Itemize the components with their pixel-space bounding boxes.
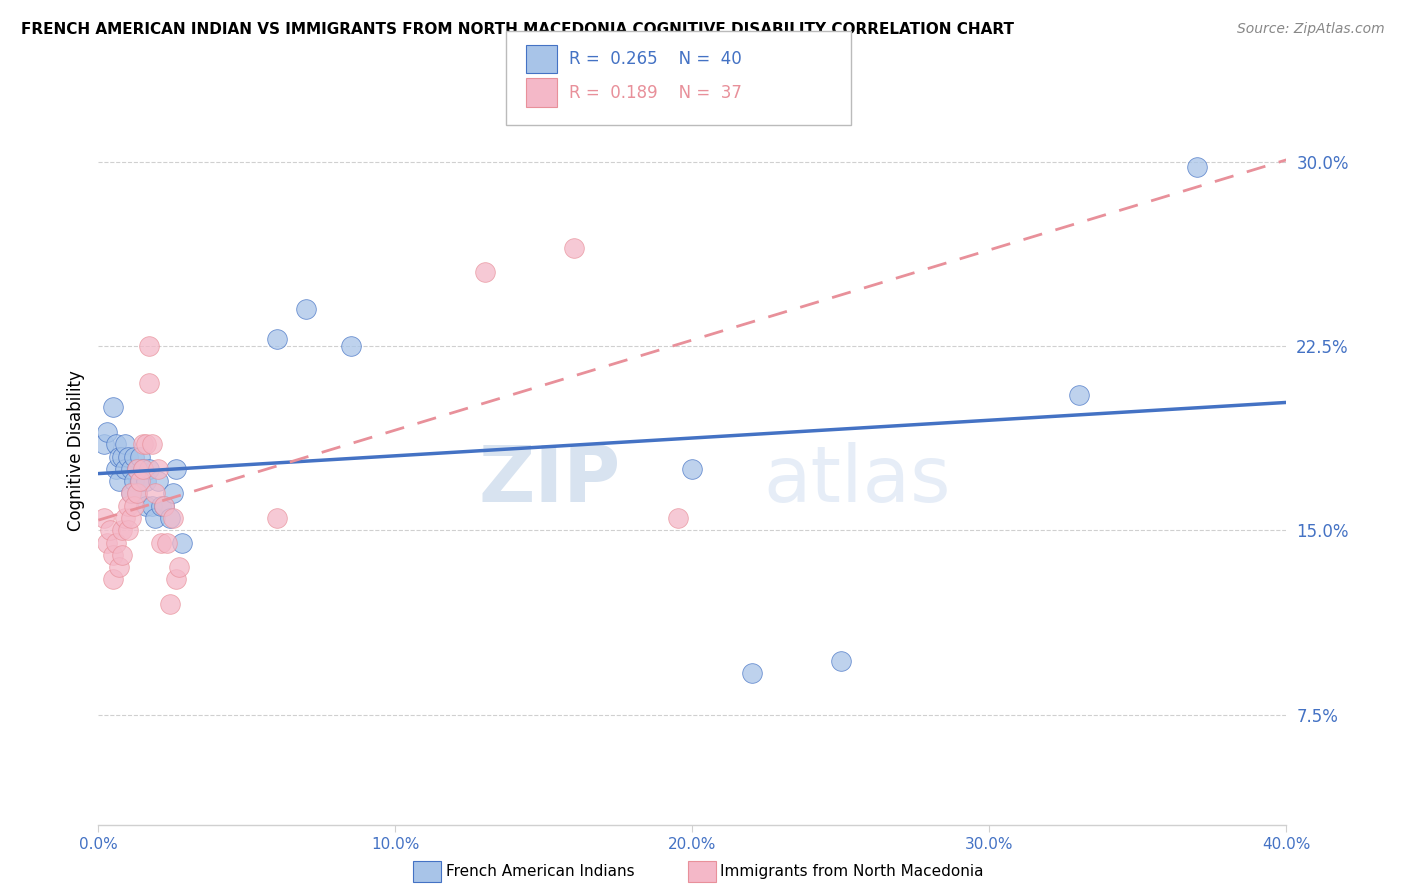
Point	[1067, 388, 1090, 402]
Point	[266, 332, 288, 346]
Point	[103, 548, 125, 562]
Point	[120, 511, 142, 525]
Point	[122, 450, 145, 464]
Text: Source: ZipAtlas.com: Source: ZipAtlas.com	[1237, 22, 1385, 37]
Point	[1187, 160, 1209, 174]
Text: French American Indians: French American Indians	[446, 864, 634, 879]
Text: FRENCH AMERICAN INDIAN VS IMMIGRANTS FROM NORTH MACEDONIA COGNITIVE DISABILITY C: FRENCH AMERICAN INDIAN VS IMMIGRANTS FRO…	[21, 22, 1014, 37]
Point	[167, 560, 190, 574]
Point	[114, 462, 136, 476]
Point	[125, 486, 148, 500]
Point	[143, 486, 166, 500]
Point	[103, 573, 125, 587]
Point	[146, 474, 169, 488]
Point	[125, 462, 148, 476]
Point	[156, 535, 179, 549]
Point	[96, 425, 118, 439]
Point	[93, 511, 115, 525]
Point	[120, 486, 142, 500]
Point	[120, 486, 142, 500]
Point	[170, 535, 193, 549]
Point	[135, 437, 157, 451]
Text: Immigrants from North Macedonia: Immigrants from North Macedonia	[720, 864, 983, 879]
Point	[129, 450, 152, 464]
Point	[117, 450, 139, 464]
Point	[159, 511, 181, 525]
Point	[138, 462, 160, 476]
Point	[562, 241, 585, 255]
Point	[132, 462, 155, 476]
Point	[162, 511, 184, 525]
Point	[149, 535, 172, 549]
Point	[122, 499, 145, 513]
Point	[165, 573, 187, 587]
Point	[125, 486, 148, 500]
Text: R =  0.265    N =  40: R = 0.265 N = 40	[569, 50, 742, 68]
Point	[135, 474, 157, 488]
Point	[138, 376, 160, 390]
Point	[340, 339, 363, 353]
Point	[114, 437, 136, 451]
Text: atlas: atlas	[763, 442, 952, 518]
Point	[162, 486, 184, 500]
Point	[98, 524, 121, 538]
Point	[129, 474, 152, 488]
Point	[141, 499, 163, 513]
Point	[105, 462, 128, 476]
Point	[152, 499, 174, 513]
Point	[152, 499, 174, 513]
Point	[266, 511, 288, 525]
Point	[114, 511, 136, 525]
Point	[96, 535, 118, 549]
Point	[295, 302, 318, 317]
Point	[474, 265, 496, 279]
Point	[666, 511, 689, 525]
Point	[132, 462, 155, 476]
Point	[159, 597, 181, 611]
Point	[135, 499, 157, 513]
Point	[143, 511, 166, 525]
Point	[111, 524, 134, 538]
Point	[111, 548, 134, 562]
Point	[108, 474, 131, 488]
Point	[108, 560, 131, 574]
Text: R =  0.189    N =  37: R = 0.189 N = 37	[569, 84, 742, 102]
Y-axis label: Cognitive Disability: Cognitive Disability	[66, 370, 84, 531]
Point	[122, 474, 145, 488]
Point	[108, 450, 131, 464]
Point	[105, 535, 128, 549]
Point	[117, 524, 139, 538]
Point	[681, 462, 703, 476]
Point	[120, 462, 142, 476]
Point	[103, 401, 125, 415]
Point	[138, 339, 160, 353]
Point	[129, 474, 152, 488]
Text: ZIP: ZIP	[479, 442, 621, 518]
Point	[830, 653, 852, 667]
Point	[132, 437, 155, 451]
Point	[146, 462, 169, 476]
Point	[125, 462, 148, 476]
Point	[105, 437, 128, 451]
Point	[111, 450, 134, 464]
Point	[93, 437, 115, 451]
Point	[117, 499, 139, 513]
Point	[741, 665, 763, 680]
Point	[149, 499, 172, 513]
Point	[141, 437, 163, 451]
Point	[165, 462, 187, 476]
